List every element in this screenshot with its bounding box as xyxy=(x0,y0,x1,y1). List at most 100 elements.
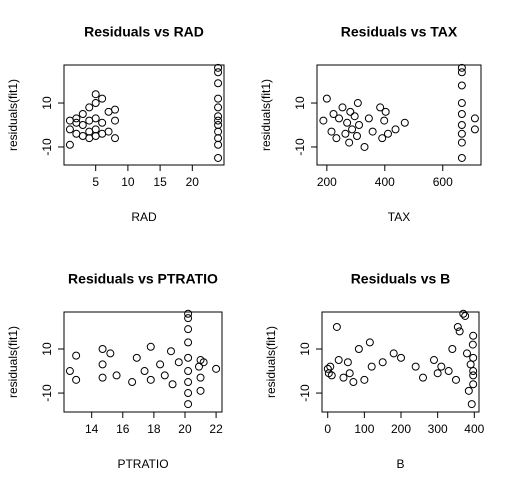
point xyxy=(354,345,363,354)
point xyxy=(343,358,352,367)
point xyxy=(461,311,470,320)
x-tick-label: 0 xyxy=(324,422,331,436)
point xyxy=(329,110,338,119)
point xyxy=(378,134,387,143)
point xyxy=(345,138,354,147)
point xyxy=(146,342,155,351)
point xyxy=(470,125,479,134)
point xyxy=(327,127,336,136)
point xyxy=(352,131,361,140)
point xyxy=(433,369,442,378)
point xyxy=(214,63,223,72)
point xyxy=(332,322,341,331)
point xyxy=(91,99,100,108)
point xyxy=(419,373,428,382)
point xyxy=(319,116,328,125)
point xyxy=(132,353,141,362)
point xyxy=(212,364,221,373)
point xyxy=(184,367,193,376)
point xyxy=(332,134,341,143)
point xyxy=(453,322,462,331)
point xyxy=(184,309,193,318)
point xyxy=(327,371,336,380)
point xyxy=(184,338,193,347)
point xyxy=(98,360,107,369)
y-tick-label: -10 xyxy=(40,384,54,402)
point xyxy=(365,338,374,347)
x-tick-label: 14 xyxy=(85,422,99,436)
point xyxy=(184,353,193,362)
point xyxy=(174,358,183,367)
point xyxy=(65,125,74,134)
point xyxy=(104,127,113,136)
point xyxy=(214,134,223,143)
point xyxy=(368,127,377,136)
point xyxy=(367,362,376,371)
point xyxy=(469,353,478,362)
point xyxy=(383,129,392,138)
point xyxy=(98,345,107,354)
x-tick-label: 20 xyxy=(186,175,200,189)
point xyxy=(350,112,359,121)
point xyxy=(214,68,223,77)
point xyxy=(72,351,81,360)
point xyxy=(146,375,155,384)
plot-box xyxy=(321,311,480,413)
x-tick-label: 18 xyxy=(147,422,161,436)
y-tick-label: -10 xyxy=(40,138,54,156)
point xyxy=(360,375,369,384)
point xyxy=(470,114,479,123)
point xyxy=(72,375,81,384)
point xyxy=(457,129,466,138)
x-tick-label: 20 xyxy=(178,422,192,436)
point xyxy=(214,140,223,149)
point xyxy=(184,325,193,334)
point xyxy=(78,110,87,119)
point xyxy=(353,99,362,108)
point xyxy=(381,107,390,116)
point xyxy=(457,121,466,129)
point xyxy=(78,121,87,129)
point xyxy=(194,362,203,371)
point xyxy=(467,400,476,409)
point xyxy=(322,94,331,103)
point xyxy=(214,153,223,162)
y-axis-label: residuals(fit1) xyxy=(6,326,20,398)
point xyxy=(91,90,100,99)
point xyxy=(457,153,466,162)
panel-title: Residuals vs PTRATIO xyxy=(68,271,218,287)
point xyxy=(98,94,107,103)
x-tick-label: 200 xyxy=(317,175,337,189)
point xyxy=(457,110,466,119)
point xyxy=(469,367,478,376)
point xyxy=(168,380,177,389)
point xyxy=(91,114,100,123)
y-axis-label: residuals(fit1) xyxy=(259,79,273,151)
point xyxy=(429,356,438,365)
x-tick-label: 16 xyxy=(116,422,130,436)
point xyxy=(111,116,120,125)
point xyxy=(451,375,460,384)
x-tick-label: 5 xyxy=(92,175,99,189)
point xyxy=(466,360,475,369)
point xyxy=(98,118,107,127)
x-tick-label: 22 xyxy=(209,422,223,436)
point xyxy=(65,140,74,149)
point xyxy=(378,358,387,367)
plot-box xyxy=(63,64,225,166)
point xyxy=(335,114,344,123)
y-tick-label: 10 xyxy=(293,96,307,110)
point xyxy=(345,369,354,378)
point xyxy=(214,127,223,136)
x-tick-label: 100 xyxy=(354,422,374,436)
point xyxy=(106,349,115,358)
point xyxy=(462,349,471,358)
point xyxy=(160,371,169,380)
point xyxy=(459,309,468,318)
point xyxy=(326,362,335,371)
point xyxy=(400,118,409,127)
x-tick-label: 400 xyxy=(464,422,484,436)
point xyxy=(196,373,205,382)
point xyxy=(184,314,193,323)
